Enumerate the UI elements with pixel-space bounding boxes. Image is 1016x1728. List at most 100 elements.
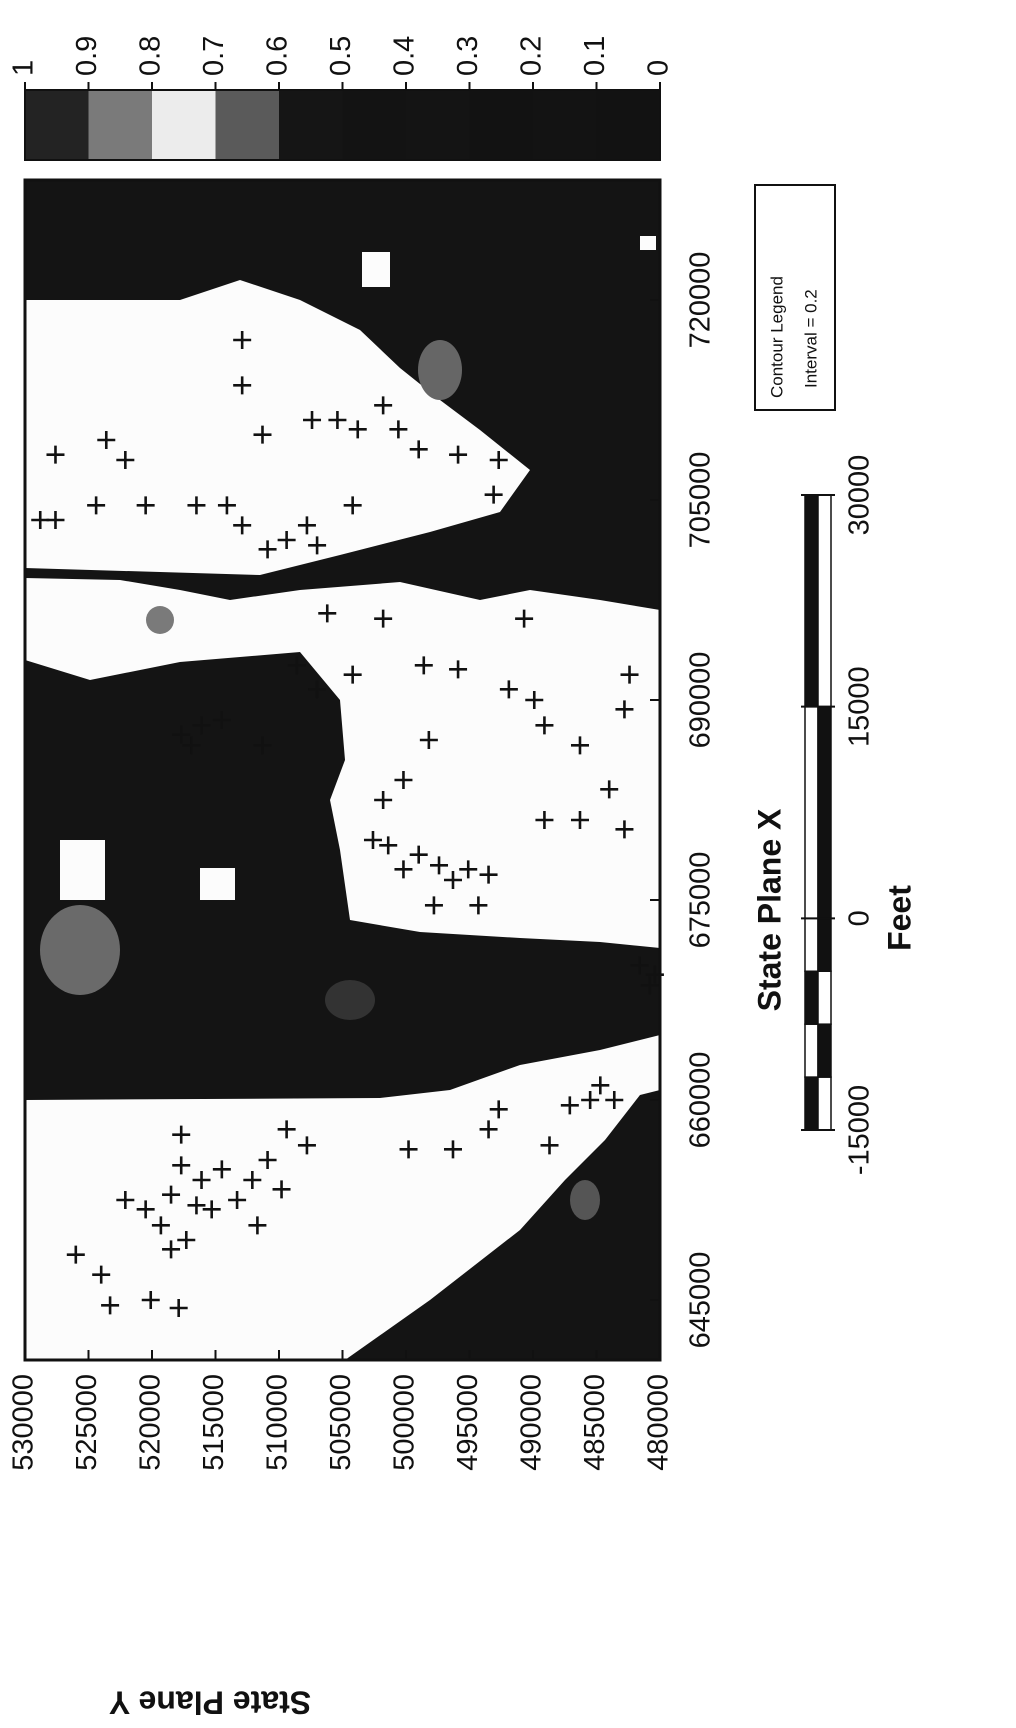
colorbar-segment — [342, 90, 406, 160]
scale-bar-cell — [817, 1076, 832, 1131]
sample-point — [136, 496, 155, 515]
x-tick-label: 675000 — [685, 852, 717, 949]
colorbar-tick-label: 0.6 — [262, 36, 294, 76]
sample-point — [459, 860, 478, 879]
sample-point — [535, 811, 554, 829]
sample-point — [46, 445, 65, 464]
sample-point — [499, 680, 518, 699]
colorbar-tick-label: 0.2 — [516, 36, 548, 76]
sample-point — [581, 1091, 600, 1109]
y-tick-label: 520000 — [135, 1374, 167, 1471]
sample-point — [151, 1216, 170, 1235]
sample-point — [248, 1216, 267, 1235]
sample-point — [258, 540, 277, 559]
field-low-patch — [60, 840, 105, 900]
sample-point — [277, 531, 296, 549]
y-tick-label: 530000 — [8, 1374, 40, 1471]
sample-point — [318, 604, 337, 623]
sample-point — [101, 1296, 120, 1315]
sample-point — [389, 420, 408, 439]
sample-point — [97, 431, 116, 449]
sample-point — [31, 511, 50, 529]
x-tick-label: 705000 — [685, 452, 717, 549]
y-tick-label: 525000 — [71, 1374, 103, 1471]
sample-point — [258, 1151, 277, 1169]
sample-point — [187, 496, 206, 515]
probability-field — [25, 180, 660, 1360]
colorbar-segment — [215, 90, 279, 160]
sample-point — [605, 1091, 624, 1109]
sample-point — [217, 496, 236, 515]
colorbar-segment — [596, 90, 660, 160]
colorbar-tick-label: 0.8 — [135, 36, 167, 76]
field-low-region — [25, 1035, 660, 1360]
sample-point — [116, 1191, 135, 1209]
scale-bar-tick-label: 15000 — [844, 666, 876, 747]
scale-bar-cell — [817, 1023, 832, 1078]
sample-point — [303, 411, 322, 429]
scale-bar-tick-label: -15000 — [844, 1085, 876, 1175]
sample-point — [484, 485, 503, 504]
colorbar-segment — [469, 90, 533, 160]
sample-point — [177, 1231, 196, 1249]
x-tick-label: 690000 — [685, 652, 717, 749]
sample-point — [343, 496, 362, 515]
sample-point — [233, 516, 252, 535]
field-low-patch — [75, 620, 120, 660]
sample-point — [394, 860, 413, 879]
sample-point — [489, 451, 508, 469]
sample-point — [409, 845, 428, 864]
scale-bar-cell — [804, 970, 819, 1025]
sample-point — [202, 1200, 221, 1219]
sample-point — [615, 700, 634, 719]
contour-blob — [40, 905, 120, 995]
sample-point — [287, 656, 306, 675]
y-axis-title: State Plane Y — [109, 1685, 311, 1721]
sample-point — [308, 680, 327, 699]
sample-point — [560, 1096, 579, 1115]
sample-point — [645, 965, 664, 984]
y-tick-label: 510000 — [262, 1374, 294, 1471]
sample-point — [297, 1136, 316, 1155]
contour-blob — [418, 340, 462, 400]
sample-point — [308, 536, 327, 555]
colorbar-tick-label: 0.5 — [325, 36, 357, 76]
sample-point — [348, 420, 367, 439]
x-tick-label: 660000 — [685, 1052, 717, 1149]
sample-point — [243, 1171, 262, 1189]
sample-point — [182, 736, 201, 755]
sample-point — [253, 425, 272, 444]
sample-point — [192, 716, 211, 735]
sample-point — [489, 1100, 508, 1119]
colorbar-tick-label: 1 — [8, 60, 40, 76]
colorbar-tick-label: 0.3 — [452, 36, 484, 76]
sample-point — [233, 331, 252, 349]
legend-title: Contour Legend — [767, 276, 786, 398]
sample-point — [343, 665, 362, 684]
sample-point — [162, 1185, 181, 1204]
y-tick-label: 495000 — [452, 1374, 484, 1471]
y-tick-label: 505000 — [325, 1374, 357, 1471]
sample-point — [187, 1196, 206, 1215]
sample-point — [515, 609, 534, 628]
scale-bar-cell — [804, 1076, 819, 1131]
sample-point — [212, 1160, 231, 1179]
sample-point — [620, 665, 639, 684]
sample-point — [141, 1291, 160, 1309]
sample-point — [212, 711, 231, 729]
sample-point — [570, 811, 589, 829]
colorbar-segment — [406, 90, 470, 160]
sample-point — [479, 865, 498, 884]
colorbar-tick-label: 0.7 — [198, 36, 230, 76]
sample-point — [92, 1265, 111, 1284]
sample-point — [116, 451, 135, 469]
sample-point — [600, 780, 619, 799]
scale-bar-cell — [804, 1023, 819, 1078]
sample-point — [233, 376, 252, 395]
sample-point — [379, 836, 398, 855]
y-tick-label: 485000 — [579, 1374, 611, 1471]
colorbar-tick-label: 0 — [643, 60, 675, 76]
field-low-patch — [200, 868, 235, 900]
sample-point — [419, 731, 438, 749]
field-low-patch — [362, 252, 390, 287]
